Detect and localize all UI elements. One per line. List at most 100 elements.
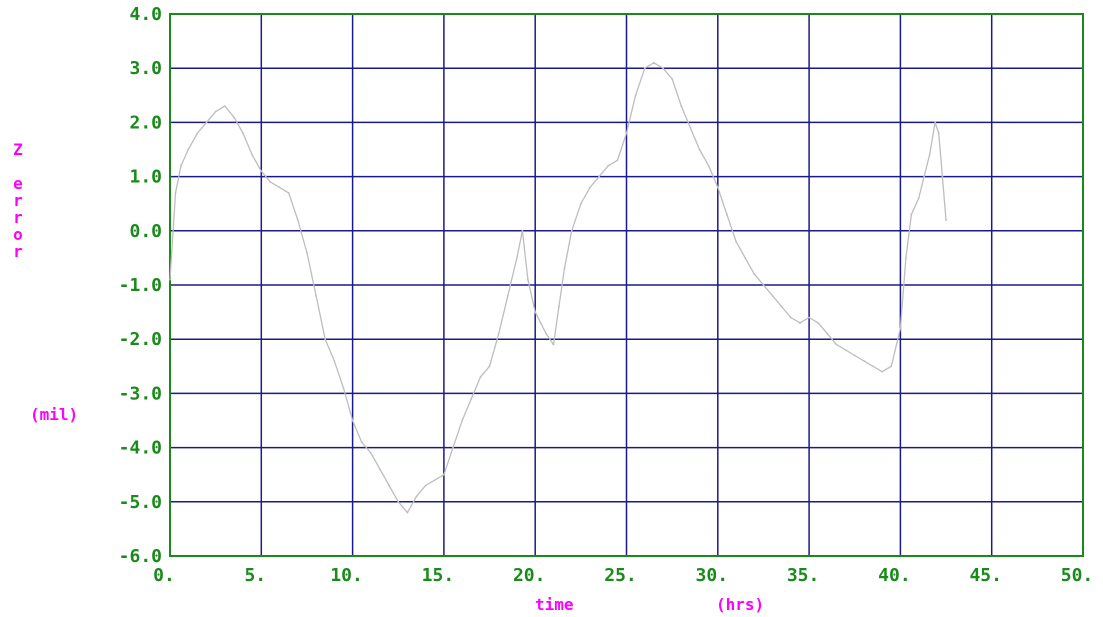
data-point <box>296 219 299 221</box>
data-point <box>369 452 372 454</box>
data-point <box>539 322 542 324</box>
data-point <box>707 164 710 167</box>
data-point <box>910 213 913 216</box>
data-point <box>937 132 940 135</box>
x-tick-label: 15. <box>422 565 455 586</box>
x-tick-labels: 0. 5. 10. 15. 20. 25. 30. 35. 40. 45. 50. <box>153 565 1093 586</box>
data-point <box>881 370 884 373</box>
data-point <box>214 110 217 113</box>
x-tick-label: 45. <box>969 565 1002 586</box>
x-tick-label: 10. <box>330 565 363 586</box>
data-point <box>558 305 560 308</box>
data-point <box>872 365 874 368</box>
data-point <box>589 186 591 189</box>
data-point <box>196 132 199 135</box>
data-point <box>205 121 208 124</box>
data-point <box>406 511 409 514</box>
data-point <box>452 446 454 449</box>
data-point <box>251 154 254 156</box>
data-point <box>680 105 683 108</box>
data-point <box>904 257 907 259</box>
data-point <box>780 305 783 308</box>
data-point <box>516 257 518 259</box>
data-point <box>923 175 926 178</box>
data-point <box>917 197 920 200</box>
data-point <box>180 164 182 167</box>
y-tick-label: 3.0 <box>129 58 162 79</box>
plot-frame <box>169 13 1084 557</box>
data-point <box>598 175 601 178</box>
data-point <box>278 186 281 189</box>
data-point <box>890 365 893 368</box>
data-point <box>260 170 263 173</box>
data-point <box>545 332 548 335</box>
data-point <box>534 311 537 313</box>
data-point <box>835 343 838 346</box>
data-point <box>443 473 445 476</box>
data-point <box>351 419 354 422</box>
x-tick-label: 50. <box>1061 565 1094 586</box>
data-point <box>607 164 610 167</box>
data-point <box>744 257 747 259</box>
y-label-char: o <box>13 225 23 244</box>
data-point <box>643 67 646 70</box>
y-tick-label: 4.0 <box>129 4 162 25</box>
data-point <box>526 278 529 281</box>
data-point <box>771 294 774 297</box>
y-tick-label: 2.0 <box>129 112 162 133</box>
y-label-char: r <box>13 208 23 227</box>
x-tick-label: 0. <box>153 565 175 586</box>
data-point <box>497 332 500 335</box>
data-point <box>726 213 728 216</box>
data-point <box>753 273 756 276</box>
data-point <box>934 121 936 124</box>
y-tick-labels: -6.0 -5.0 -4.0 -3.0 -2.0 -1.0 0.0 1.0 2.0 3.0 4.0 <box>119 4 162 567</box>
y-tick-label: 0.0 <box>129 221 162 242</box>
data-point <box>233 116 235 118</box>
data-point <box>315 294 317 297</box>
data-point <box>552 343 555 346</box>
x-tick-label: 20. <box>513 565 546 586</box>
data-point <box>379 468 381 471</box>
data-point <box>388 484 391 487</box>
data-point <box>862 359 865 362</box>
data-point <box>899 327 902 330</box>
x-tick-label: 25. <box>604 565 637 586</box>
data-point <box>287 191 290 194</box>
data-point <box>479 376 482 379</box>
y-tick-label: -4.0 <box>119 438 162 459</box>
data-point <box>689 126 692 129</box>
data-point <box>652 61 655 64</box>
data-point <box>634 94 637 97</box>
x-tick-label: 35. <box>787 565 820 586</box>
data-point <box>941 175 944 178</box>
x-tick-label: 5. <box>244 565 266 586</box>
data-point <box>324 338 327 341</box>
y-tick-label: 1.0 <box>129 167 162 188</box>
data-point <box>735 240 737 243</box>
data-point <box>470 397 473 400</box>
data-point <box>187 148 190 151</box>
data-point <box>662 67 664 70</box>
y-label-char: r <box>13 242 23 261</box>
data-point <box>853 354 856 357</box>
x-axis-unit: (hrs) <box>716 595 764 614</box>
data-point <box>616 159 619 162</box>
y-label-char: r <box>13 191 23 210</box>
data-point <box>424 484 427 487</box>
data-point <box>570 229 573 232</box>
data-point <box>789 316 792 319</box>
data-point <box>397 500 400 503</box>
data-point <box>698 148 701 151</box>
y-tick-label: -1.0 <box>119 275 162 296</box>
data-point <box>306 251 308 254</box>
data-point <box>506 294 509 297</box>
data-point <box>521 229 524 232</box>
y-tick-label: -2.0 <box>119 329 162 350</box>
data-point <box>928 154 931 156</box>
data-point <box>625 132 628 135</box>
data-point <box>579 202 582 205</box>
